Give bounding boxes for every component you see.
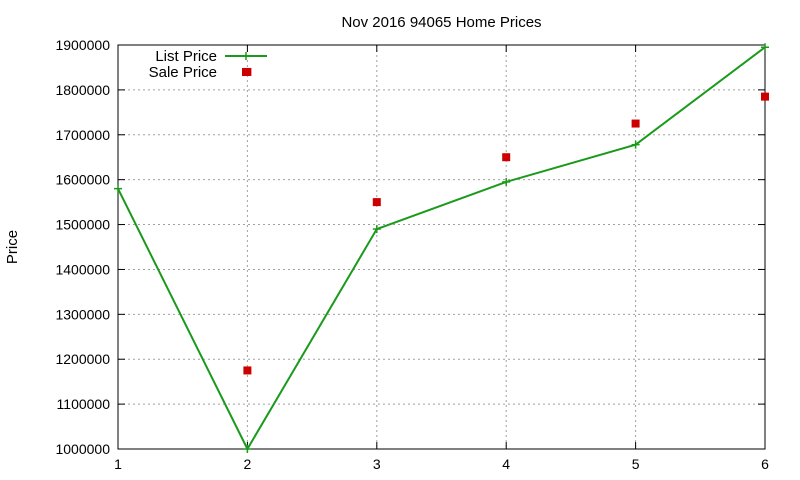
plot-frame [117,44,766,450]
y-tick-label: 1100000 [57,396,111,412]
legend-item: Sale Price [149,64,250,81]
y-tick-label: 1600000 [55,172,110,188]
data-point [243,445,252,453]
chart-title: Nov 2016 94065 Home Prices [341,14,541,31]
data-point [761,43,769,52]
legend-marker [242,52,250,60]
x-tick-label: 5 [632,456,640,472]
data-point [631,119,640,128]
y-tick-label: 1800000 [55,82,110,98]
data-point [502,177,511,186]
y-tick-label: 1000000 [55,441,110,457]
series-line [117,46,766,452]
y-tick-label: 1700000 [55,127,110,143]
axis-ticks [117,44,766,450]
data-point [631,140,640,149]
legend-marker [242,68,250,76]
x-tick-label: 1 [114,456,122,472]
data-point [243,366,252,375]
y-tick-label: 1400000 [55,261,110,277]
data-point [114,184,122,193]
data-point [372,198,381,207]
x-tick-label: 6 [761,456,769,472]
y-axis-label: Price [4,230,21,264]
legend-label: Sale Price [149,64,217,81]
data-point [372,225,381,234]
y-tick-label: 1300000 [55,306,110,322]
y-tick-label: 1500000 [55,217,110,233]
x-tick-label: 2 [244,456,252,472]
data-point [502,153,511,162]
x-tick-label: 4 [502,456,510,472]
y-tick-label: 1200000 [55,351,110,367]
series-list-price [114,43,769,453]
legend-item: List Price [155,48,267,65]
y-tick-label: 1900000 [55,37,110,53]
data-point [761,92,769,101]
legend-label: List Price [155,48,217,65]
series [114,43,769,453]
tick-labels: 1000000 1100000 1200000 1300000 1400000 15000… [55,37,769,472]
grid-lines [118,45,765,449]
x-tick-label: 3 [373,456,381,472]
